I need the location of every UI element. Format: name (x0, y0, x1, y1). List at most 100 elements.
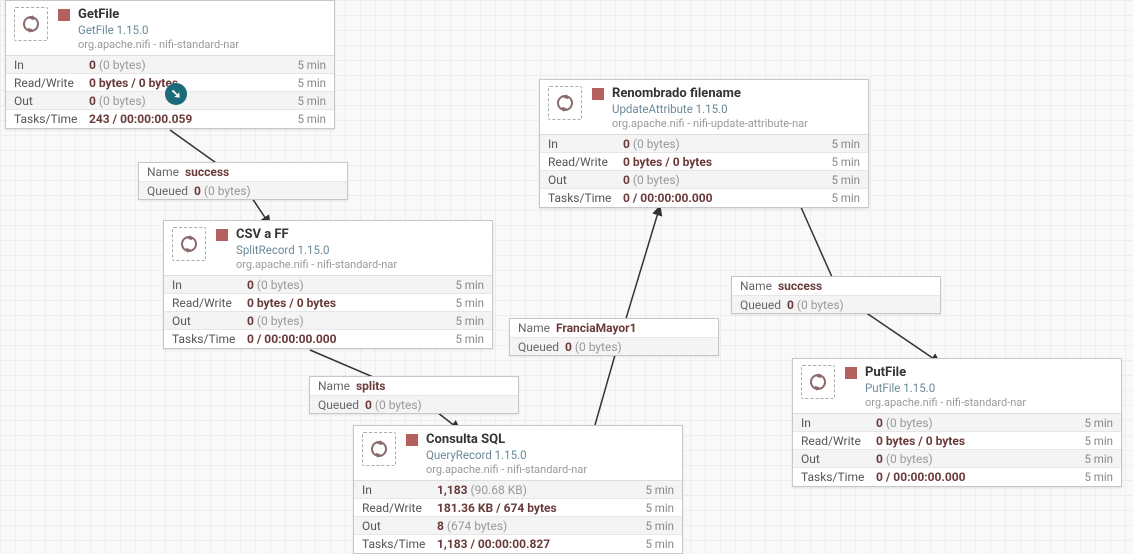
stat-window: 5 min (831, 137, 860, 151)
stat-row: Read/Write0 bytes / 0 bytes 5 min (540, 153, 868, 171)
stat-value: 1,183 / 00:00:00.827 (437, 537, 645, 551)
stat-window: 5 min (1084, 470, 1113, 484)
connection-c-splits[interactable]: NamesplitsQueued0 (0 bytes) (309, 376, 519, 414)
stat-value: 0 (0 bytes) (89, 58, 297, 72)
stat-window: 5 min (297, 112, 326, 126)
stat-label: In (362, 483, 437, 497)
drag-cursor-icon: ➘ (165, 83, 187, 105)
connection-c-success2[interactable]: NamesuccessQueued0 (0 bytes) (731, 276, 941, 314)
processor-icon (801, 365, 835, 399)
stopped-icon (58, 9, 70, 21)
connection-c-success1[interactable]: NamesuccessQueued0 (0 bytes) (138, 162, 348, 200)
stat-value: 0 (0 bytes) (876, 452, 1084, 466)
stat-label: Tasks/Time (362, 537, 437, 551)
stat-window: 5 min (297, 76, 326, 90)
stat-label: Out (801, 452, 876, 466)
connection-name-row: Namesplits (310, 377, 518, 395)
stat-label: Out (172, 314, 247, 328)
stat-row: Tasks/Time0 / 00:00:00.000 5 min (540, 189, 868, 207)
connection-name-row: Namesuccess (139, 163, 347, 181)
stat-label: Tasks/Time (172, 332, 247, 346)
stat-window: 5 min (455, 314, 484, 328)
processor-type: PutFile 1.15.0 (865, 381, 1026, 395)
connection-name-row: Namesuccess (732, 277, 940, 295)
stat-value: 0 (0 bytes) (247, 314, 455, 328)
processor-name: Consulta SQL (426, 432, 587, 448)
stat-window: 5 min (455, 278, 484, 292)
stat-window: 5 min (645, 483, 674, 497)
stat-row: Tasks/Time1,183 / 00:00:00.827 5 min (354, 535, 682, 553)
stat-window: 5 min (1084, 452, 1113, 466)
stat-window: 5 min (831, 155, 860, 169)
processor-name: Renombrado filename (612, 86, 808, 102)
stat-window: 5 min (297, 94, 326, 108)
stopped-icon (845, 367, 857, 379)
stat-row: Read/Write0 bytes / 0 bytes 5 min (164, 294, 492, 312)
processor-renombrado[interactable]: Renombrado filenameUpdateAttribute 1.15.… (539, 79, 869, 208)
processor-bundle: org.apache.nifi - nifi-standard-nar (426, 463, 587, 477)
stat-value: 0 (0 bytes) (247, 278, 455, 292)
processor-icon (548, 86, 582, 120)
stat-row: Out0 (0 bytes)5 min (793, 450, 1121, 468)
stat-window: 5 min (455, 296, 484, 310)
stat-label: In (14, 58, 89, 72)
stat-row: In0 (0 bytes)5 min (164, 276, 492, 294)
stopped-icon (216, 229, 228, 241)
stat-window: 5 min (645, 501, 674, 515)
stat-value: 0 / 00:00:00.000 (876, 470, 1084, 484)
stat-row: Tasks/Time243 / 00:00:00.059 5 min (6, 110, 334, 128)
processor-type: SplitRecord 1.15.0 (236, 243, 397, 257)
stat-label: Read/Write (801, 434, 876, 448)
stat-value: 0 bytes / 0 bytes (247, 296, 455, 310)
processor-bundle: org.apache.nifi - nifi-standard-nar (865, 396, 1026, 410)
stat-row: In0 (0 bytes)5 min (793, 414, 1121, 432)
stat-row: Out8 (674 bytes)5 min (354, 517, 682, 535)
stat-window: 5 min (297, 58, 326, 72)
connection-queued-row: Queued0 (0 bytes) (139, 181, 347, 199)
processor-icon (172, 227, 206, 261)
processor-name: PutFile (865, 365, 1026, 381)
stat-window: 5 min (1084, 416, 1113, 430)
stat-label: Read/Write (172, 296, 247, 310)
stat-label: Read/Write (14, 76, 89, 90)
stat-row: Tasks/Time0 / 00:00:00.000 5 min (793, 468, 1121, 486)
stat-row: Read/Write181.36 KB / 674 bytes 5 min (354, 499, 682, 517)
stat-row: In0 (0 bytes)5 min (6, 56, 334, 74)
stat-value: 0 (0 bytes) (623, 137, 831, 151)
stat-window: 5 min (645, 537, 674, 551)
stat-value: 0 (0 bytes) (876, 416, 1084, 430)
stat-value: 1,183 (90.68 KB) (437, 483, 645, 497)
stat-value: 0 bytes / 0 bytes (89, 76, 297, 90)
stat-value: 0 bytes / 0 bytes (876, 434, 1084, 448)
connection-c-francia[interactable]: NameFranciaMayor1Queued0 (0 bytes) (509, 318, 719, 356)
stat-value: 0 bytes / 0 bytes (623, 155, 831, 169)
processor-getfile[interactable]: GetFileGetFile 1.15.0org.apache.nifi - n… (5, 0, 335, 129)
connection-queued-row: Queued0 (0 bytes) (310, 395, 518, 413)
processor-consulta[interactable]: Consulta SQLQueryRecord 1.15.0org.apache… (353, 425, 683, 554)
stat-row: Out0 (0 bytes)5 min (540, 171, 868, 189)
stat-value: 0 (0 bytes) (89, 94, 297, 108)
connection-queued-row: Queued0 (0 bytes) (732, 295, 940, 313)
stat-label: In (548, 137, 623, 151)
stat-label: Tasks/Time (801, 470, 876, 484)
processor-csvff[interactable]: CSV a FFSplitRecord 1.15.0org.apache.nif… (163, 220, 493, 349)
stat-label: Tasks/Time (14, 112, 89, 126)
processor-type: GetFile 1.15.0 (78, 23, 239, 37)
stopped-icon (592, 88, 604, 100)
stopped-icon (406, 434, 418, 446)
stat-label: In (172, 278, 247, 292)
processor-type: QueryRecord 1.15.0 (426, 448, 587, 462)
processor-icon (14, 7, 48, 41)
processor-name: CSV a FF (236, 227, 397, 243)
processor-putfile[interactable]: PutFilePutFile 1.15.0org.apache.nifi - n… (792, 358, 1122, 487)
stat-label: Read/Write (362, 501, 437, 515)
connection-queued-row: Queued0 (0 bytes) (510, 337, 718, 355)
stat-row: Out0 (0 bytes)5 min (164, 312, 492, 330)
connection-name-row: NameFranciaMayor1 (510, 319, 718, 337)
processor-name: GetFile (78, 7, 239, 23)
processor-bundle: org.apache.nifi - nifi-standard-nar (236, 258, 397, 272)
processor-type: UpdateAttribute 1.15.0 (612, 102, 808, 116)
stat-label: Read/Write (548, 155, 623, 169)
processor-bundle: org.apache.nifi - nifi-update-attribute-… (612, 117, 808, 131)
stat-value: 0 (0 bytes) (623, 173, 831, 187)
